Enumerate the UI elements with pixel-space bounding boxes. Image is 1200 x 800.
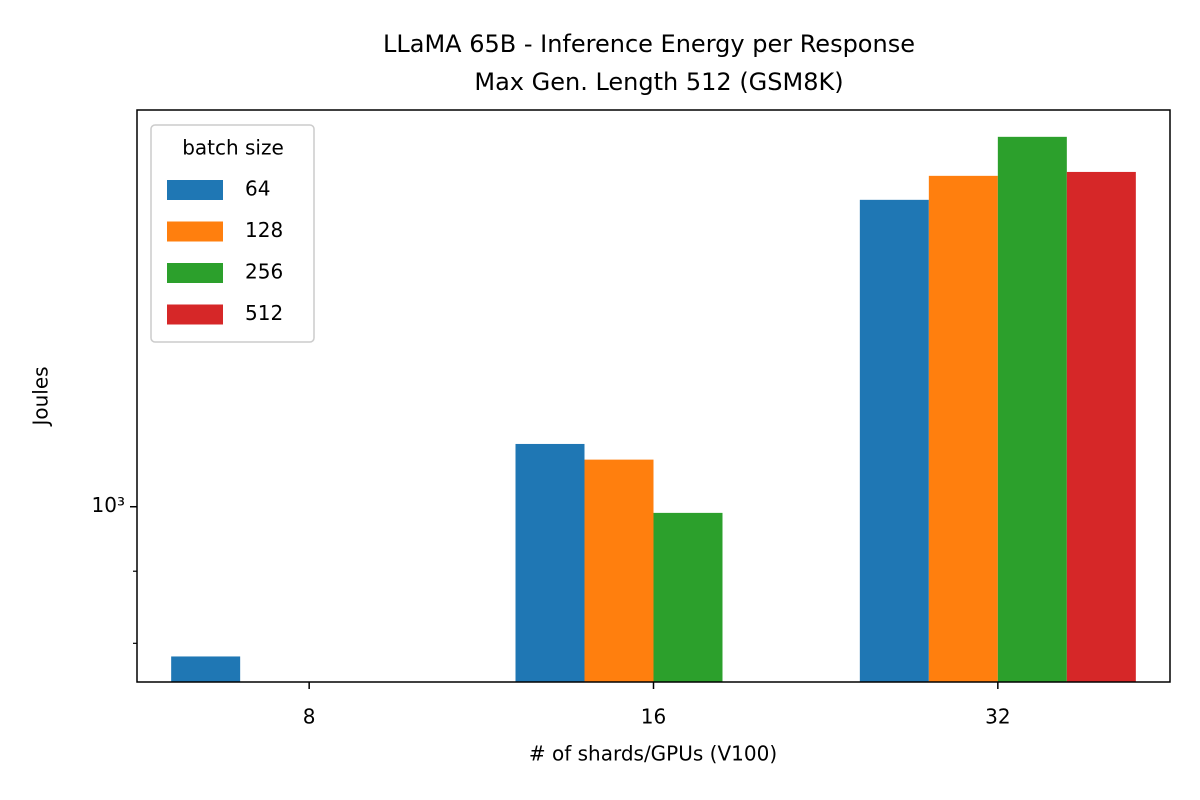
legend-label: 64 bbox=[245, 177, 270, 201]
legend-title: batch size bbox=[182, 136, 284, 160]
bar bbox=[584, 459, 654, 682]
bar bbox=[653, 512, 723, 682]
bar bbox=[171, 656, 241, 682]
legend-swatch bbox=[167, 304, 223, 325]
chart-subtitle: Max Gen. Length 512 (GSM8K) bbox=[474, 68, 843, 96]
chart-title: LLaMA 65B - Inference Energy per Respons… bbox=[383, 30, 915, 58]
y-tick-label: 10³ bbox=[92, 493, 125, 517]
legend-label: 128 bbox=[245, 218, 283, 242]
x-tick-label: 32 bbox=[985, 705, 1010, 729]
x-axis-label: # of shards/GPUs (V100) bbox=[529, 742, 777, 766]
bar bbox=[997, 136, 1067, 682]
x-tick-label: 8 bbox=[303, 705, 316, 729]
x-tick-label: 16 bbox=[641, 705, 666, 729]
legend-swatch bbox=[167, 221, 223, 242]
legend-swatch bbox=[167, 263, 223, 283]
legend-box bbox=[150, 124, 315, 343]
bar bbox=[1066, 171, 1136, 682]
bar bbox=[859, 199, 929, 682]
bar bbox=[928, 175, 998, 682]
bar bbox=[515, 443, 585, 682]
legend-label: 256 bbox=[245, 260, 283, 284]
y-axis-label: Joules bbox=[29, 366, 53, 427]
legend-swatch bbox=[167, 180, 223, 200]
legend-label: 512 bbox=[245, 301, 283, 325]
plot-frame bbox=[136, 109, 1171, 683]
